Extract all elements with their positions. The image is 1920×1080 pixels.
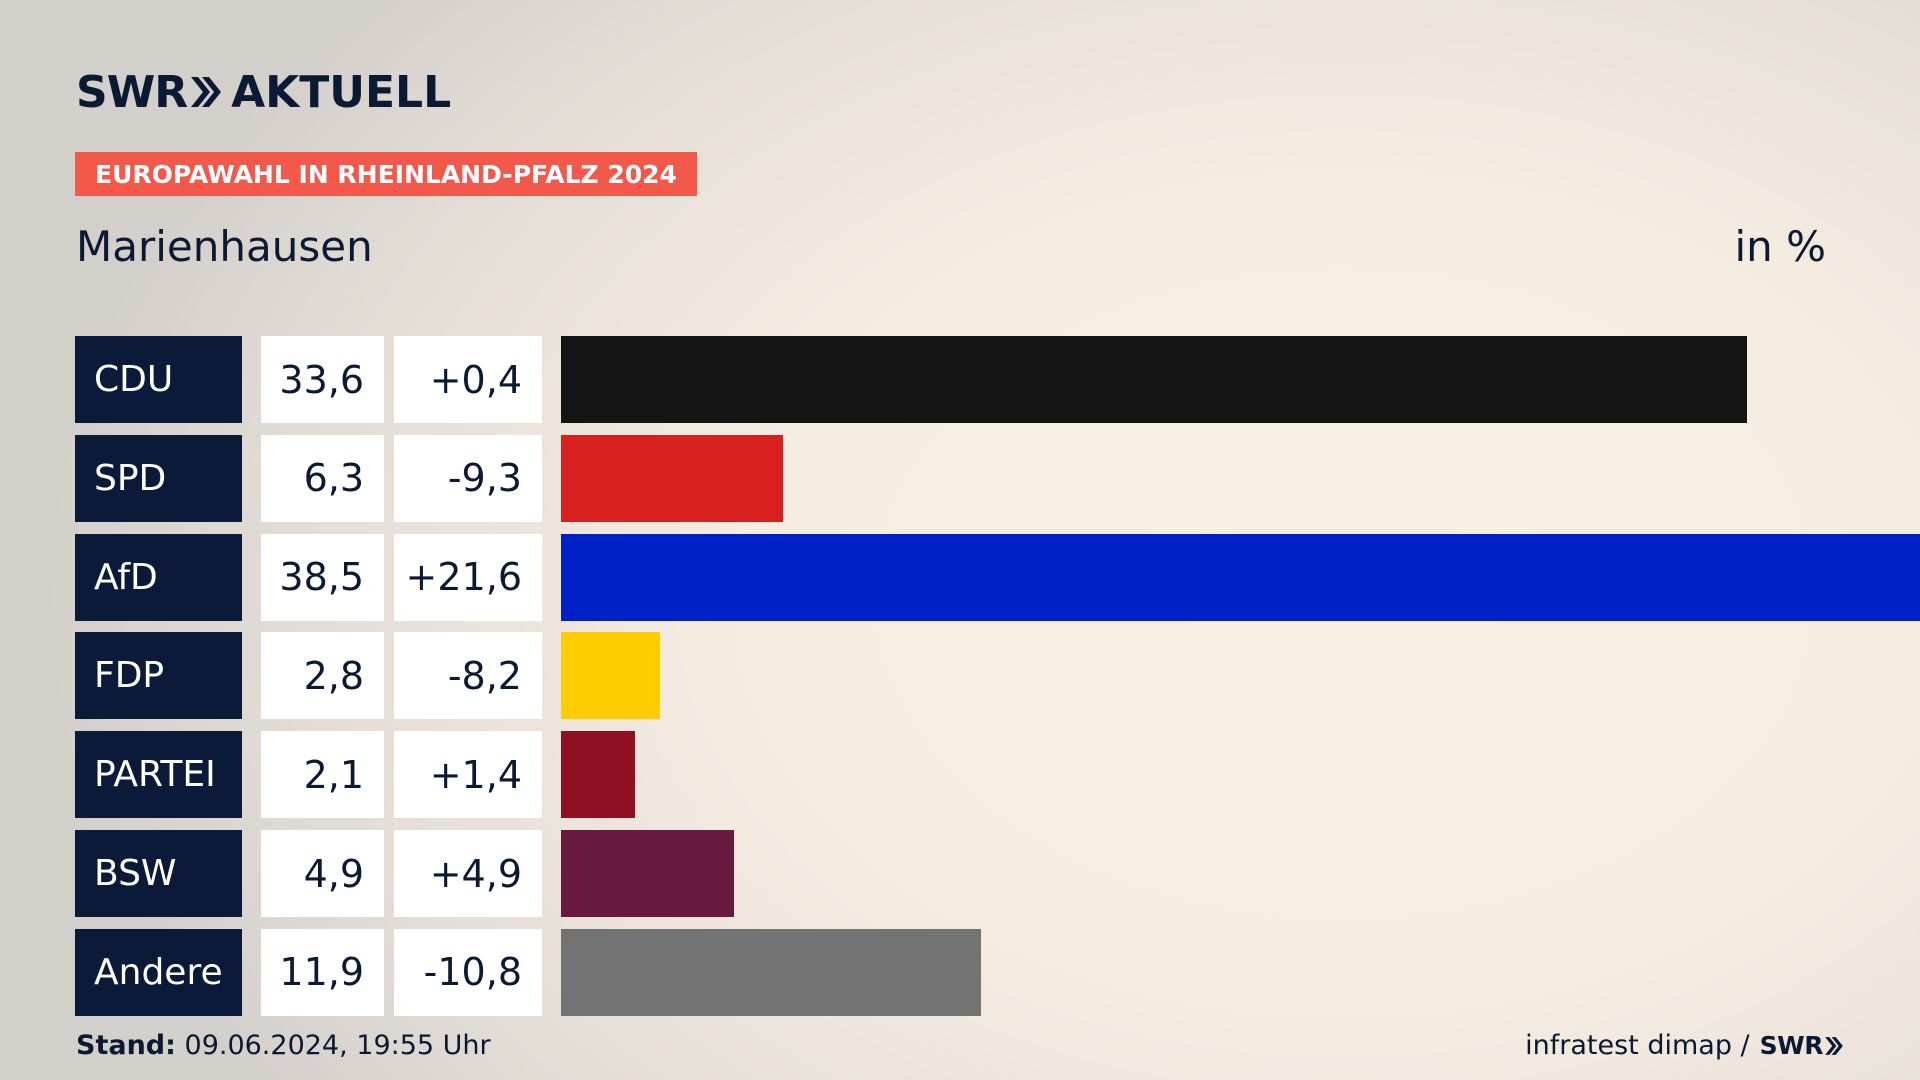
source-text: infratest dimap / — [1525, 1030, 1750, 1061]
party-label: BSW — [75, 830, 242, 917]
vote-change-value: +21,6 — [394, 533, 542, 621]
vote-share-value: 2,8 — [261, 632, 384, 720]
location-title: Marienhausen — [76, 222, 373, 271]
party-label: CDU — [75, 336, 242, 423]
vote-share-value: 38,5 — [261, 533, 384, 621]
party-label: SPD — [75, 434, 242, 522]
vote-share-value: 2,1 — [261, 731, 384, 819]
vote-change-value: -9,3 — [394, 434, 542, 522]
vote-share-bar — [561, 830, 734, 917]
double-chevron-icon — [191, 77, 222, 107]
vote-change-value: +0,4 — [394, 336, 542, 423]
party-label: PARTEI — [75, 731, 242, 819]
logo-swr-text: SWR — [76, 66, 188, 118]
vote-change-value: +4,9 — [394, 830, 542, 917]
vote-share-value: 33,6 — [261, 336, 384, 423]
stand-value: 09.06.2024, 19:55 Uhr — [184, 1030, 491, 1061]
vote-share-bar — [561, 731, 636, 819]
vote-share-value: 11,9 — [261, 928, 384, 1016]
swr-aktuell-logo: SWR AKTUELL — [76, 66, 451, 118]
logo-aktuell-text: AKTUELL — [231, 66, 452, 118]
vote-share-value: 6,3 — [261, 434, 384, 522]
vote-share-bar — [561, 632, 660, 720]
party-label: Andere — [75, 928, 242, 1016]
unit-label: in % — [1734, 222, 1826, 271]
source-info: infratest dimap / SWR — [1525, 1030, 1844, 1061]
source-brand: SWR — [1759, 1031, 1824, 1060]
stand-label: Stand: — [76, 1030, 176, 1061]
vote-change-value: -8,2 — [394, 632, 542, 720]
vote-share-value: 4,9 — [261, 830, 384, 917]
vote-change-value: -10,8 — [394, 928, 542, 1016]
vote-share-bar — [561, 533, 1920, 621]
party-label: FDP — [75, 632, 242, 720]
vote-share-bar — [561, 434, 784, 522]
election-badge: EUROPAWAHL IN RHEINLAND-PFALZ 2024 — [75, 152, 697, 196]
vote-share-bar — [561, 928, 982, 1016]
vote-share-bar — [561, 336, 1748, 423]
double-chevron-icon-small — [1825, 1036, 1843, 1055]
party-label: AfD — [75, 533, 242, 621]
vote-change-value: +1,4 — [394, 731, 542, 819]
stand-info: Stand: 09.06.2024, 19:55 Uhr — [76, 1030, 491, 1061]
